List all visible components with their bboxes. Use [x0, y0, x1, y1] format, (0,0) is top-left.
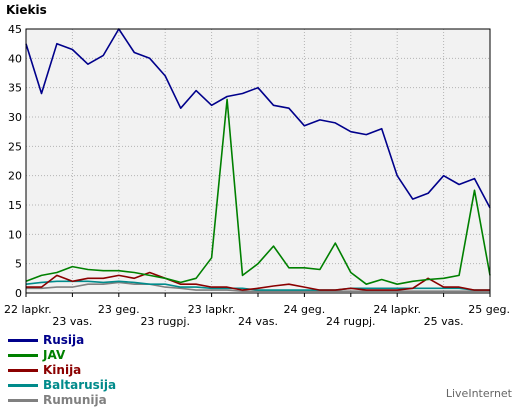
x-tick-label: 25 vas. — [424, 315, 464, 328]
legend-label: Rumunija — [43, 393, 107, 407]
credit-label: LiveInternet — [445, 387, 512, 400]
x-tick-label: 23 lapkr. — [188, 303, 236, 316]
series-lines — [25, 28, 491, 293]
legend-label: Rusija — [43, 333, 85, 347]
legend-swatch — [8, 338, 38, 342]
legend-swatch — [8, 368, 38, 372]
x-tick-label: 24 rugpj. — [326, 315, 376, 328]
y-tick-label: 35 — [8, 82, 22, 95]
legend-label: Baltarusija — [43, 378, 117, 392]
y-tick-label: 30 — [8, 111, 22, 124]
legend-item-baltarusija: Baltarusija — [8, 378, 116, 392]
x-tick-label: 24 vas. — [238, 315, 278, 328]
legend-swatch — [8, 353, 38, 357]
y-tick-label: 20 — [8, 170, 22, 183]
x-tick-label: 24 geg. — [284, 303, 326, 316]
legend-item-rusija: Rusija — [8, 333, 116, 347]
y-tick-label: 40 — [8, 52, 22, 65]
legend-label: JAV — [43, 348, 66, 362]
legend: Rusija JAV Kinija Baltarusija Rumunija — [8, 333, 116, 408]
y-tick-label: 5 — [15, 258, 22, 271]
legend-swatch — [8, 398, 38, 402]
x-tick-label: 23 vas. — [52, 315, 92, 328]
legend-item-jav: JAV — [8, 348, 116, 362]
y-tick-label: 15 — [8, 199, 22, 212]
series-line-kinija — [26, 271, 490, 291]
y-tick-label: 45 — [8, 23, 22, 36]
legend-item-rumunija: Rumunija — [8, 393, 116, 407]
y-axis-ticks: 0 5 10 15 20 25 30 35 40 45 — [8, 23, 22, 300]
x-tick-label: 25 geg. — [468, 303, 510, 316]
series-line-rumunija — [26, 281, 490, 293]
x-axis-ticks: 22 lapkr.23 vas. 23 geg.23 rugpj.23 lapkr… — [4, 293, 510, 328]
y-tick-label: 10 — [8, 228, 22, 241]
y-tick-label: 0 — [15, 287, 22, 300]
x-tick-label: 23 rugpj. — [140, 315, 190, 328]
x-tick-label: 22 lapkr. — [4, 303, 52, 316]
series-line-jav — [25, 98, 491, 286]
y-tick-label: 25 — [8, 140, 22, 153]
legend-label: Kinija — [43, 363, 82, 377]
legend-item-kinija: Kinija — [8, 363, 116, 377]
x-tick-label: 23 geg. — [98, 303, 140, 316]
chart-title: Kiekis — [6, 3, 47, 17]
legend-swatch — [8, 383, 38, 387]
x-tick-label: 24 lapkr. — [373, 303, 421, 316]
series-line-rusija — [25, 28, 491, 209]
